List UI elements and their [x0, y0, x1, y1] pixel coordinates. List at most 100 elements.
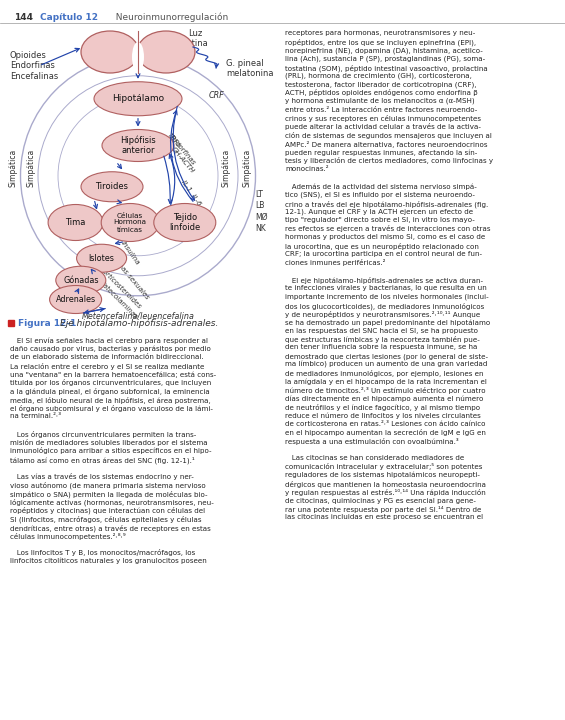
Text: Simpática: Simpática: [27, 148, 36, 186]
Text: 12-1). Aunque el CRF y la ACTH ejercen un efecto de: 12-1). Aunque el CRF y la ACTH ejercen u…: [285, 209, 473, 215]
Text: y regulan respuestas al estrés.¹⁰˒¹⁴ Una rápida inducción: y regulan respuestas al estrés.¹⁰˒¹⁴ Una…: [285, 489, 486, 496]
Text: demostrado que ciertas lesiones (por lo general de siste-: demostrado que ciertas lesiones (por lo …: [285, 353, 488, 359]
Text: tálamo así como en otras áreas del SNC (fig. 12-1).¹: tálamo así como en otras áreas del SNC (…: [10, 456, 195, 464]
Text: lógicamente activas (hormonas, neurotransmisores, neu-: lógicamente activas (hormonas, neurotran…: [10, 498, 214, 506]
Text: tostatina (SOM), péptido intestinal vasoactivo, prolactina: tostatina (SOM), péptido intestinal vaso…: [285, 64, 488, 71]
Text: se ha demostrado un papel predominante del hipotálamo: se ha demostrado un papel predominante d…: [285, 319, 490, 325]
Text: tesis y liberación de ciertos mediadores, como linfocinas y: tesis y liberación de ciertos mediadores…: [285, 158, 493, 164]
Text: Hipófisis
anterior: Hipófisis anterior: [120, 135, 156, 156]
Text: (PRL), hormona de crecimiento (GH), corticosterona,: (PRL), hormona de crecimiento (GH), cort…: [285, 73, 472, 79]
Text: que estructuras límbicas y la neocorteza también pue-: que estructuras límbicas y la neocorteza…: [285, 336, 480, 343]
Text: de neutrófilos y el índice fagocítico, y al mismo tiempo: de neutrófilos y el índice fagocítico, y…: [285, 404, 480, 411]
Text: dos los glucocorticoides), de mediadores inmunológicos: dos los glucocorticoides), de mediadores…: [285, 302, 484, 310]
Text: la urocortina, que es un neuropéptido relacionado con: la urocortina, que es un neuropéptido re…: [285, 243, 479, 250]
Text: na terminal.²˒³: na terminal.²˒³: [10, 413, 61, 420]
Ellipse shape: [94, 82, 182, 116]
Ellipse shape: [154, 204, 216, 241]
Text: tipo "regulador" directo sobre el SI, in vitro los mayo-: tipo "regulador" directo sobre el SI, in…: [285, 217, 475, 223]
Text: número de timocitos.²˒³ Un estímulo eléctrico por cuatro: número de timocitos.²˒³ Un estímulo eléc…: [285, 387, 486, 394]
Text: dendríticas, entre otras) a través de receptores en estas: dendríticas, entre otras) a través de re…: [10, 524, 211, 531]
Text: G. pineal
melatonina: G. pineal melatonina: [227, 59, 274, 78]
Text: Los órganos circunventriculares permiten la trans-: Los órganos circunventriculares permiten…: [10, 431, 197, 438]
Ellipse shape: [50, 286, 102, 313]
Text: respuesta a una estimulación con ovoalbúmina.³: respuesta a una estimulación con ovoalbú…: [285, 438, 459, 445]
Text: AMPc.² De manera alternativa, factores neuroendocrinos: AMPc.² De manera alternativa, factores n…: [285, 140, 488, 148]
Text: una "ventana" en la barrera hematoencefálica; está cons-: una "ventana" en la barrera hematoencefá…: [10, 371, 216, 377]
Text: ción de sistemas de segundos mensajeros que incluyen al: ción de sistemas de segundos mensajeros …: [285, 132, 492, 139]
Text: El SI envía señales hacia el cerebro para responder al: El SI envía señales hacia el cerebro par…: [10, 337, 208, 343]
Text: de mediadores inmunológicos, por ejemplo, lesiones en: de mediadores inmunológicos, por ejemplo…: [285, 370, 484, 377]
Text: a la glándula pineal, el órgano subfornical, la eminencia: a la glándula pineal, el órgano subforni…: [10, 388, 210, 395]
Text: ropéptidos, entre los que se incluyen epinefrina (EPI),: ropéptidos, entre los que se incluyen ep…: [285, 38, 476, 46]
Text: Los linfocitos T y B, los monocitos/macrófagos, los: Los linfocitos T y B, los monocitos/macr…: [10, 549, 195, 557]
Text: IL-1  IL-6: IL-1 IL-6: [180, 179, 202, 207]
Text: Islotes: Islotes: [89, 253, 115, 263]
Text: Opioides
Endorfinas
Encefalinas: Opioides Endorfinas Encefalinas: [10, 51, 58, 81]
Text: te infecciones virales y bacterianas, lo que resulta en un: te infecciones virales y bacterianas, lo…: [285, 285, 487, 291]
Text: Capítulo 12: Capítulo 12: [40, 12, 98, 22]
Text: CRF; la urocortina participa en el control neural de fun-: CRF; la urocortina participa en el contr…: [285, 251, 482, 257]
Text: Simpática: Simpática: [8, 148, 18, 186]
Text: Metencefalina/leuencefalina: Metencefalina/leuencefalina: [81, 312, 194, 320]
Text: Neuroinmunorregulación: Neuroinmunorregulación: [110, 12, 228, 22]
Text: de corticosterona en ratas.²˒³ Lesiones con ácido caínico: de corticosterona en ratas.²˒³ Lesiones …: [285, 421, 485, 427]
Text: SI (linfocitos, macrófagos, células epiteliales y células: SI (linfocitos, macrófagos, células epit…: [10, 516, 202, 523]
Ellipse shape: [81, 31, 139, 73]
Text: de citocinas, quimiocinas y PG es esencial para gene-: de citocinas, quimiocinas y PG es esenci…: [285, 498, 476, 503]
Text: den tener influencia sobre la respuesta inmune, se ha: den tener influencia sobre la respuesta …: [285, 344, 477, 351]
Text: células inmunocompetentes.²˒⁸˒⁹: células inmunocompetentes.²˒⁸˒⁹: [10, 533, 126, 539]
Ellipse shape: [101, 204, 159, 241]
Text: crino a través del eje hipotálamo-hipófisis-adrenales (fig.: crino a través del eje hipotálamo-hipófi…: [285, 200, 488, 207]
Text: ma límbico) producen un aumento de una gran variedad: ma límbico) producen un aumento de una g…: [285, 361, 488, 369]
Text: de un elaborado sistema de información bidireccional.: de un elaborado sistema de información b…: [10, 354, 203, 360]
Text: 144: 144: [14, 12, 33, 22]
Text: Corticosteroides: Corticosteroides: [98, 265, 142, 310]
Text: Endorfinas: Endorfinas: [168, 134, 197, 167]
Text: TRFo: TRFo: [166, 132, 182, 149]
Text: entre otros.² La interacción entre factores neuroendo-: entre otros.² La interacción entre facto…: [285, 107, 477, 112]
Text: Hipotálamo: Hipotálamo: [112, 94, 164, 103]
Text: comunicación intracelular y extracelular;⁵ son potentes: comunicación intracelular y extracelular…: [285, 464, 483, 470]
Text: hormonas y productos del mismo SI, como es el caso de: hormonas y productos del mismo SI, como …: [285, 234, 485, 240]
Text: puede alterar la actividad celular a través de la activa-: puede alterar la actividad celular a tra…: [285, 124, 481, 130]
Ellipse shape: [81, 172, 143, 202]
Text: media, el lóbulo neural de la hipófisis, el área postrema,: media, el lóbulo neural de la hipófisis,…: [10, 397, 211, 403]
Ellipse shape: [132, 42, 144, 72]
Text: reduce el número de linfocitos y los niveles circulantes: reduce el número de linfocitos y los niv…: [285, 413, 481, 419]
Text: misión de mediadores solubles liberados por el sistema: misión de mediadores solubles liberados …: [10, 439, 207, 446]
Text: las citocinas incluidas en este proceso se encuentran el: las citocinas incluidas en este proceso …: [285, 515, 483, 521]
Text: Hormonas sexuales: Hormonas sexuales: [101, 244, 150, 300]
Text: el órgano subcomisural y el órgano vasculoso de la lámi-: el órgano subcomisural y el órgano vascu…: [10, 405, 213, 412]
Text: ciones inmunes periféricas.²: ciones inmunes periféricas.²: [285, 259, 385, 266]
Text: daño causado por virus, bacterias y parásitos por medio: daño causado por virus, bacterias y pará…: [10, 346, 211, 352]
Ellipse shape: [77, 244, 127, 272]
Text: inmunológico para arribar a sitios específicos en el hipo-: inmunológico para arribar a sitios espec…: [10, 448, 212, 454]
Text: tituida por los órganos circunventriculares, que incluyen: tituida por los órganos circunventricula…: [10, 379, 211, 387]
Ellipse shape: [48, 204, 103, 240]
Text: la amígdala y en el hipocampo de la rata incrementan el: la amígdala y en el hipocampo de la rata…: [285, 379, 487, 385]
Ellipse shape: [56, 266, 106, 294]
Text: Insulina: Insulina: [120, 240, 140, 266]
Text: lina (Ach), sustancia P (SP), prostaglandinas (PG), soma-: lina (Ach), sustancia P (SP), prostaglan…: [285, 55, 485, 62]
Text: res efectos se ejercen a través de interacciones con otras: res efectos se ejercen a través de inter…: [285, 225, 490, 233]
Text: ropéptidos y citocinas) que interactúan con células del: ropéptidos y citocinas) que interactúan …: [10, 507, 205, 515]
Text: linfocitos citolíticos naturales y los granulocitos poseen: linfocitos citolíticos naturales y los g…: [10, 558, 207, 564]
Text: pueden regular respuestas inmunes, afectando la sín-: pueden regular respuestas inmunes, afect…: [285, 149, 477, 156]
Text: norepinefrina (NE), dopamina (DA), histamina, acetilco-: norepinefrina (NE), dopamina (DA), hista…: [285, 47, 483, 53]
Text: tico (SNS), el SI es influido por el sistema neuroendo-: tico (SNS), el SI es influido por el sis…: [285, 192, 475, 198]
Text: Luz
retina: Luz retina: [183, 29, 207, 48]
Text: Tima: Tima: [66, 218, 86, 227]
Text: Además de la actividad del sistema nervioso simpá-: Además de la actividad del sistema nervi…: [285, 183, 477, 189]
Text: El eje hipotálamo-hipófisis-adrenales se activa duran-: El eje hipotálamo-hipófisis-adrenales se…: [285, 276, 483, 284]
Text: y de neuropéptidos y neurotransmisores.²˒¹⁰˒¹¹ Aunque: y de neuropéptidos y neurotransmisores.²…: [285, 310, 480, 318]
Text: Las citocinas se han considerado mediadores de: Las citocinas se han considerado mediado…: [285, 455, 464, 461]
Text: Gónadas: Gónadas: [63, 276, 98, 284]
Text: ACTH, péptidos opioides endógenos como endorfina β: ACTH, péptidos opioides endógenos como e…: [285, 89, 478, 96]
Text: días directamente en el hipocampo aumenta el número: días directamente en el hipocampo aument…: [285, 395, 484, 402]
Text: simpático o SNA) permiten la llegada de moléculas bio-: simpático o SNA) permiten la llegada de …: [10, 490, 207, 498]
Text: GH-ACTH: GH-ACTH: [170, 146, 195, 175]
Text: crinos y sus receptores en células inmunocompetentes: crinos y sus receptores en células inmun…: [285, 115, 481, 122]
Text: Figura 12-1: Figura 12-1: [18, 318, 76, 328]
Ellipse shape: [137, 31, 195, 73]
Text: dérgicos que mantienen la homeostasia neuroendocrina: dérgicos que mantienen la homeostasia ne…: [285, 480, 486, 487]
